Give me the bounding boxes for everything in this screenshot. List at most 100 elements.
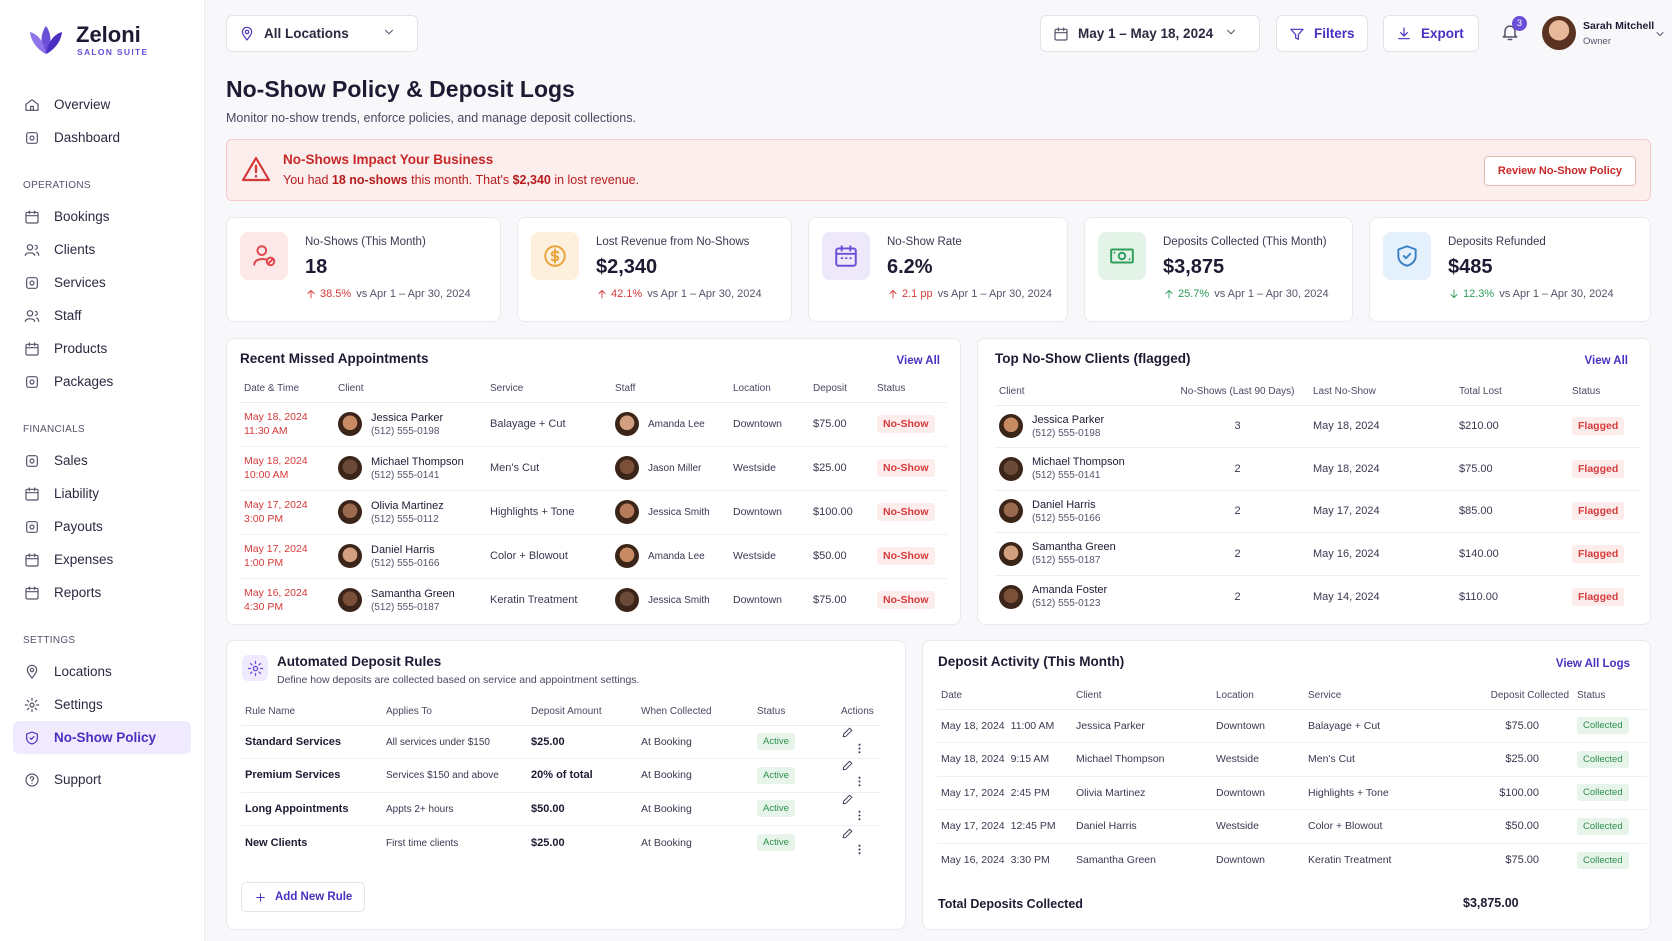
date-range-label: May 1 – May 18, 2024 bbox=[1078, 26, 1214, 41]
status-pill: Collected bbox=[1577, 784, 1629, 802]
icon-part bbox=[1165, 290, 1173, 299]
table-cell: Long Appointments bbox=[241, 792, 382, 826]
column-header: Status bbox=[1568, 379, 1641, 406]
rules-icon bbox=[242, 655, 268, 681]
more-action[interactable] bbox=[853, 743, 866, 758]
column-header: Status bbox=[1573, 683, 1647, 710]
edit-action[interactable] bbox=[841, 727, 854, 742]
nav-item[interactable]: Packages bbox=[13, 365, 191, 398]
icon-part bbox=[29, 279, 35, 286]
kpi-comparison: vs Apr 1 – Apr 30, 2024 bbox=[1499, 288, 1614, 300]
table-body: May 18, 2024 11:00 AM Jessica Parker Downto… bbox=[937, 709, 1647, 877]
view-all-link[interactable]: View All bbox=[896, 355, 940, 367]
amount: $50.00 bbox=[1505, 820, 1539, 833]
table-cell: Keratin Treatment bbox=[486, 578, 611, 622]
table-cell: $100.00 bbox=[809, 490, 873, 535]
date-range[interactable]: May 1 – May 18, 2024 bbox=[1040, 15, 1260, 52]
icon-part bbox=[889, 290, 897, 299]
icon-part bbox=[307, 290, 315, 299]
icon-part bbox=[1113, 251, 1131, 261]
location: Downtown bbox=[1216, 854, 1266, 866]
person: Amanda Lee bbox=[615, 412, 725, 436]
filters-button[interactable]: Filters bbox=[1276, 15, 1368, 52]
nav-item[interactable]: Expenses bbox=[13, 543, 191, 576]
nav-item[interactable]: Overview bbox=[13, 88, 191, 121]
edit-action[interactable] bbox=[841, 760, 854, 775]
avatar bbox=[338, 588, 362, 613]
icon-part bbox=[24, 697, 40, 712]
nav-item[interactable]: Bookings bbox=[13, 200, 191, 233]
table-head: Rule Name Applies To Deposit Amount When Co… bbox=[241, 699, 881, 726]
table-head: Date Client Location Service Deposit Collect… bbox=[937, 683, 1647, 710]
column-header: Applies To bbox=[382, 699, 527, 726]
kpi-card: No-Shows (This Month) 18 38.5% vs Apr 1 – A… bbox=[226, 217, 501, 322]
status-pill: Active bbox=[757, 733, 795, 751]
table-cell: May 18, 2024 bbox=[1309, 405, 1455, 448]
icon-part bbox=[25, 343, 39, 356]
person-text: Olivia Martinez (512) 555-0112 bbox=[371, 500, 444, 525]
when: At Booking bbox=[641, 735, 692, 748]
status-pill: Collected bbox=[1577, 851, 1629, 869]
icon-part bbox=[26, 375, 38, 388]
nav-item[interactable]: Settings bbox=[13, 688, 191, 721]
nav-item[interactable]: Sales bbox=[13, 444, 191, 477]
edit-action[interactable] bbox=[841, 828, 854, 843]
icon-part bbox=[842, 794, 853, 805]
table-cell: Downtown bbox=[729, 490, 809, 535]
icon-part bbox=[26, 664, 38, 679]
activity-time: 2:45 PM bbox=[1010, 786, 1050, 799]
recent-missed-panel: Recent Missed Appointments View All Date &… bbox=[226, 338, 961, 625]
when: At Booking bbox=[641, 802, 692, 815]
more-action[interactable] bbox=[853, 810, 866, 825]
nav-item[interactable]: Staff bbox=[13, 299, 191, 332]
nav-item[interactable]: Reports bbox=[13, 576, 191, 609]
location-select[interactable]: All Locations bbox=[226, 15, 418, 52]
column-header: Location bbox=[729, 376, 809, 403]
applies: Services $150 and above bbox=[386, 770, 499, 782]
nav-item[interactable]: Support bbox=[13, 763, 191, 796]
table-cell: 2 bbox=[1166, 575, 1309, 618]
user-menu[interactable] bbox=[1654, 27, 1666, 45]
edit-action[interactable] bbox=[841, 794, 854, 809]
view-all-link[interactable]: View All Logs bbox=[1555, 658, 1630, 670]
icon-part bbox=[858, 780, 861, 783]
staff-name: Amanda Lee bbox=[648, 418, 705, 430]
view-all-link[interactable]: View All bbox=[1584, 355, 1628, 367]
more-action[interactable] bbox=[853, 776, 866, 791]
nav-label: No-Show Policy bbox=[54, 730, 157, 745]
table-cell: No-Show bbox=[873, 578, 947, 622]
panel-subtitle: Define how deposits are collected based … bbox=[277, 674, 640, 686]
table-cell: May 18, 2024 9:15 AM bbox=[937, 742, 1072, 777]
table-cell: Amanda Lee bbox=[611, 534, 729, 579]
icon-part bbox=[544, 245, 566, 267]
icon-part bbox=[858, 776, 861, 779]
nav-item[interactable]: Payouts bbox=[13, 510, 191, 543]
table-row: May 17, 2024 3:00 PM Olivia Martinez (512) … bbox=[240, 490, 947, 535]
nav-item[interactable]: Services bbox=[13, 266, 191, 299]
nav-item[interactable]: Dashboard bbox=[13, 121, 191, 154]
last: May 16, 2024 bbox=[1313, 547, 1380, 560]
nav-item[interactable]: Clients bbox=[13, 233, 191, 266]
icon-part bbox=[26, 454, 38, 467]
nav-item[interactable]: No-Show Policy bbox=[13, 721, 191, 754]
icon-part bbox=[24, 309, 40, 322]
icon-part bbox=[835, 245, 857, 267]
avatar bbox=[615, 456, 639, 480]
logo-mark bbox=[30, 26, 62, 54]
icon-part bbox=[25, 486, 39, 501]
nav-item[interactable]: Liability bbox=[13, 477, 191, 510]
person-text: Jessica Parker (512) 555-0198 bbox=[1032, 414, 1104, 439]
table-cell: Color + Blowout bbox=[1304, 809, 1443, 844]
notifications[interactable]: 3 bbox=[1500, 16, 1527, 47]
export-button[interactable]: Export bbox=[1383, 15, 1479, 52]
icon-part bbox=[858, 784, 861, 787]
more-action[interactable] bbox=[853, 844, 866, 859]
icon-part bbox=[858, 851, 861, 854]
table-cell: Jessica Smith bbox=[611, 578, 729, 622]
review-policy-button[interactable]: Review No-Show Policy bbox=[1483, 156, 1636, 186]
table-cell: 3 bbox=[1166, 405, 1309, 448]
nav-item[interactable]: Products bbox=[13, 332, 191, 365]
table-cell: Jessica Parker (512) 555-0198 bbox=[995, 405, 1166, 448]
add-rule-button[interactable]: Add New Rule bbox=[241, 882, 366, 912]
nav-item[interactable]: Locations bbox=[13, 655, 191, 688]
